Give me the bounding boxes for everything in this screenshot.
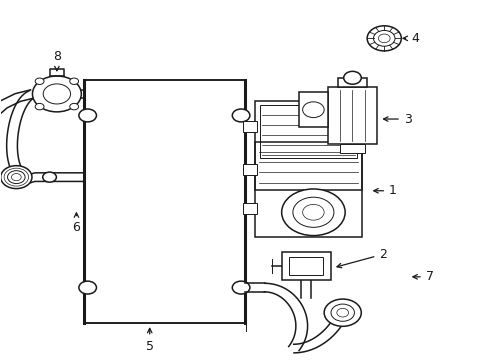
Bar bbox=[243, 121, 257, 132]
Bar bbox=[289, 257, 323, 275]
Text: 6: 6 bbox=[73, 213, 80, 234]
Bar bbox=[255, 101, 362, 237]
Bar bbox=[338, 78, 367, 87]
Circle shape bbox=[35, 78, 44, 85]
Circle shape bbox=[232, 109, 250, 122]
Bar bbox=[84, 80, 245, 323]
Circle shape bbox=[343, 71, 361, 84]
Text: 8: 8 bbox=[53, 50, 61, 71]
Circle shape bbox=[282, 189, 345, 235]
Bar bbox=[243, 164, 257, 175]
Bar bbox=[328, 87, 377, 144]
Bar bbox=[243, 203, 257, 214]
Text: 3: 3 bbox=[384, 113, 412, 126]
Circle shape bbox=[324, 299, 361, 326]
Text: 2: 2 bbox=[337, 248, 387, 268]
Circle shape bbox=[43, 172, 56, 182]
Circle shape bbox=[70, 103, 78, 110]
Circle shape bbox=[0, 166, 32, 189]
Circle shape bbox=[70, 78, 78, 85]
Text: 5: 5 bbox=[146, 328, 154, 352]
Bar bbox=[282, 252, 331, 280]
Text: 7: 7 bbox=[413, 270, 434, 283]
Bar bbox=[84, 80, 245, 323]
Circle shape bbox=[367, 26, 401, 51]
Circle shape bbox=[232, 281, 250, 294]
Circle shape bbox=[79, 109, 97, 122]
Circle shape bbox=[35, 103, 44, 110]
Text: 1: 1 bbox=[374, 184, 397, 197]
Bar bbox=[340, 144, 365, 153]
Bar bbox=[299, 93, 328, 127]
Bar bbox=[260, 105, 357, 158]
Circle shape bbox=[79, 281, 97, 294]
Bar bbox=[255, 142, 362, 190]
Text: 4: 4 bbox=[403, 32, 419, 45]
Circle shape bbox=[32, 76, 81, 112]
